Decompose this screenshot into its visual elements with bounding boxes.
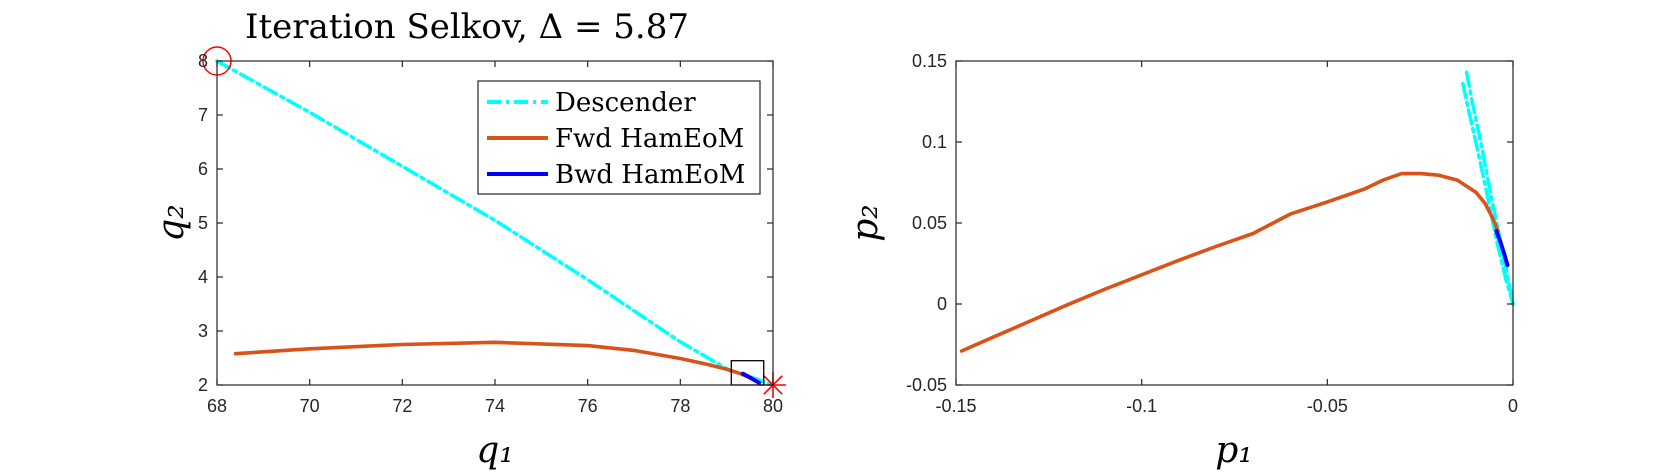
right-xtick-label-1: -0.1 [1126, 396, 1157, 416]
right-xlabel: p₁ [1215, 430, 1252, 471]
right-ytick-label-0: -0.05 [906, 375, 947, 395]
left-ytick-label-1: 3 [198, 321, 208, 341]
left-ytick-label-3: 5 [198, 213, 208, 233]
right-ytick-label-4: 0.15 [912, 51, 947, 71]
left-xtick-label-4: 76 [578, 396, 598, 416]
right-yticks-layer: -0.05 0 0.05 0.1 0.15 [906, 51, 1513, 395]
left-ytick-label-2: 4 [198, 267, 208, 287]
left-xtick-label-5: 78 [670, 396, 690, 416]
left-ytick-label-4: 6 [198, 159, 208, 179]
legend-label-bwd: Bwd HamEoM [555, 160, 745, 190]
left-ylabel: q₂ [151, 204, 192, 241]
right-series-line-3 [1494, 229, 1510, 268]
right-series-line-1 [1461, 81, 1515, 306]
left-xtick-label-6: 80 [763, 396, 783, 416]
left-xtick-label-0: 68 [207, 396, 227, 416]
right-xtick-label-2: -0.05 [1307, 396, 1348, 416]
left-yticks-layer: 2 3 4 5 6 7 8 [198, 51, 773, 395]
right-ylabel: p₂ [845, 204, 886, 241]
left-xtick-label-1: 70 [300, 396, 320, 416]
right-series-line-0 [1464, 70, 1515, 306]
right-xtick-label-3: 0 [1508, 396, 1518, 416]
left-xticks-layer: 68 70 72 74 76 78 80 [207, 61, 783, 416]
right-series-layer [959, 70, 1515, 353]
left-ytick-label-6: 8 [198, 51, 208, 71]
right-axes-box [955, 60, 1514, 386]
right-ytick-label-2: 0.05 [912, 213, 947, 233]
left-series-line-1 [233, 340, 754, 381]
right-panel: -0.15 -0.1 -0.05 0 -0.05 0 0.05 0.1 0.15 p₁ p₂ [845, 51, 1518, 471]
left-ytick-label-5: 7 [198, 105, 208, 125]
legend-label-fwd: Fwd HamEoM [555, 124, 744, 154]
left-series-line-2 [740, 371, 762, 385]
left-title: Iteration Selkov, Δ = 5.87 [245, 7, 689, 47]
legend-label-descender: Descender [555, 88, 696, 118]
left-xtick-label-2: 72 [392, 396, 412, 416]
legend: Descender Fwd HamEoM Bwd HamEoM [477, 80, 761, 195]
right-ytick-label-3: 0.1 [922, 132, 947, 152]
left-xlabel: q₁ [476, 430, 513, 471]
left-panel: Iteration Selkov, Δ = 5.87 68 70 72 74 76 78 8… [151, 7, 786, 471]
left-ytick-label-0: 2 [198, 375, 208, 395]
left-xtick-label-3: 74 [485, 396, 505, 416]
right-series-line-2 [959, 171, 1500, 353]
right-xtick-label-0: -0.15 [935, 396, 976, 416]
right-ytick-label-1: 0 [937, 294, 947, 314]
right-xticks-layer: -0.15 -0.1 -0.05 0 [935, 61, 1518, 416]
